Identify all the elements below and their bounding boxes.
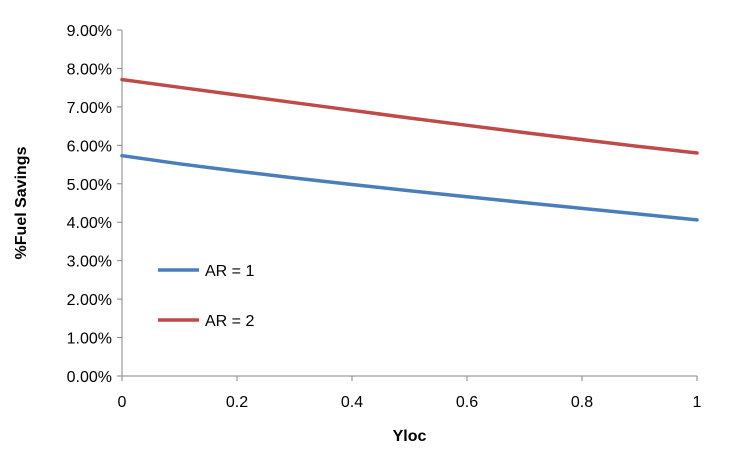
- series-line-1: [120, 153, 699, 222]
- legend-label: AR = 2: [205, 313, 254, 330]
- x-tick-label: 0.6: [456, 394, 478, 411]
- y-axis-title: %Fuel Savings: [13, 146, 30, 259]
- x-tick-label: 0.4: [341, 394, 363, 411]
- x-tick-label: 0.8: [571, 394, 593, 411]
- series-lines: [120, 77, 699, 222]
- y-axis-ticks: 0.00% 1.00% 2.00% 3.00% 4.00% 5.00% 6.00% 7.00%…: [67, 23, 122, 386]
- legend-label: AR = 1: [205, 263, 254, 280]
- y-tick-label: 9.00%: [67, 23, 112, 40]
- x-tick-label: 1: [693, 394, 702, 411]
- series-line-2: [120, 77, 699, 155]
- x-axis-ticks: 0 0.2 0.4 0.6 0.8 1: [118, 376, 702, 411]
- y-tick-label: 5.00%: [67, 177, 112, 194]
- legend: AR = 1 AR = 2: [158, 263, 254, 330]
- x-tick-label: 0.2: [226, 394, 248, 411]
- y-tick-label: 6.00%: [67, 138, 112, 155]
- y-tick-label: 3.00%: [67, 254, 112, 271]
- y-tick-label: 2.00%: [67, 292, 112, 309]
- y-tick-label: 1.00%: [67, 331, 112, 348]
- x-tick-label: 0: [118, 394, 127, 411]
- y-tick-label: 7.00%: [67, 100, 112, 117]
- y-tick-label: 4.00%: [67, 215, 112, 232]
- y-tick-label: 8.00%: [67, 61, 112, 78]
- x-axis-title: Yloc: [393, 428, 427, 445]
- y-tick-label: 0.00%: [67, 369, 112, 386]
